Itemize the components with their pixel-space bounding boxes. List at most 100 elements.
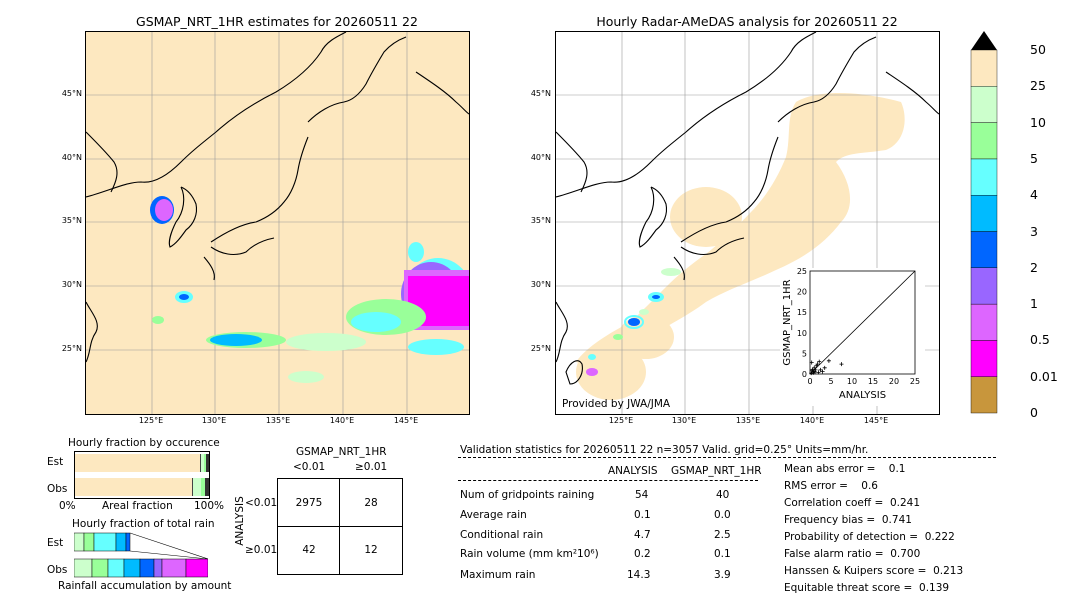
colorbar-swatch [970, 376, 998, 414]
validation-row-gsmap: 40 [716, 489, 730, 501]
scatter-ytick: 20 [797, 288, 807, 297]
right-map-title: Hourly Radar-AMeDAS analysis for 2026051… [596, 14, 898, 29]
colorbar-swatch [970, 122, 998, 160]
colorbar-label: 1 [1030, 296, 1038, 312]
scatter-ytick: 25 [797, 268, 807, 276]
colorbar-label: 10 [1030, 114, 1046, 130]
scatter-ytick: 5 [802, 349, 807, 358]
contingency-cell-c: 42 [302, 544, 316, 556]
score-corr: Correlation coeff = 0.241 [784, 497, 920, 509]
colorbar-swatch [970, 158, 998, 196]
scatter-ylabel: GSMAP_NRT_1HR [782, 279, 793, 365]
left-rain-areas [150, 196, 469, 383]
contingency-col-lt: <0.01 [293, 461, 326, 473]
contingency-col-ge: ≥0.01 [355, 461, 388, 473]
left-map [85, 31, 470, 415]
colorbar-label: 2 [1030, 259, 1038, 275]
scatter-point [811, 369, 816, 374]
colorbar-swatch [970, 49, 998, 87]
colorbar [970, 30, 998, 414]
colorbar-swatch [970, 231, 998, 268]
right-lon-135: 135°E [735, 416, 761, 425]
validation-row-analysis: 14.3 [627, 569, 651, 581]
right-lat-40: 40°N [530, 153, 551, 162]
validation-row-gsmap: 0.0 [714, 509, 731, 521]
colorbar-swatch [970, 194, 998, 232]
scatter-point [822, 365, 827, 370]
score-far: False alarm ratio = 0.700 [784, 548, 921, 560]
scatter-point [818, 367, 823, 372]
left-lat-40: 40°N [61, 153, 82, 162]
colorbar-label: 0.5 [1030, 332, 1050, 348]
scatter-xtick: 25 [910, 377, 920, 386]
radar-credit: Provided by JWA/JMA [562, 398, 671, 410]
scatter-point [817, 359, 822, 364]
colorbar-label: 4 [1030, 187, 1038, 203]
right-lat-25: 25°N [530, 344, 551, 353]
left-lat-25: 25°N [61, 344, 82, 353]
colorbar-swatch [970, 340, 998, 377]
scatter-point [839, 362, 844, 367]
contingency-cell-d: 12 [364, 544, 378, 556]
validation-row-gsmap: 3.9 [714, 569, 731, 581]
left-lon-135: 135°E [265, 416, 291, 425]
colorbar-swatch [970, 303, 998, 341]
validation-divider [458, 457, 996, 458]
scatter-xtick: 5 [828, 377, 833, 386]
scatter-xtick: 10 [847, 377, 857, 386]
validation-header: Validation statistics for 20260511 22 n=… [460, 444, 869, 456]
validation-col-analysis: ANALYSIS [608, 465, 658, 477]
score-rmse: RMS error = 0.6 [784, 480, 878, 492]
amount-row-est: Est [47, 537, 64, 549]
occurrence-title: Hourly fraction by occurence [68, 437, 220, 449]
amount-title: Hourly fraction of total rain [72, 518, 215, 530]
validation-row-analysis: 0.2 [634, 548, 651, 560]
scatter-point [809, 360, 814, 365]
contingency-header: GSMAP_NRT_1HR [296, 446, 387, 458]
occurrence-row-obs: Obs [47, 483, 68, 495]
scatter-plot: 00 5 5 10 10 15 15 20 20 25 25 ANALYSIS GSMAP_NRT_1H… [782, 267, 920, 401]
left-lon-145: 145°E [393, 416, 419, 425]
right-lon-145: 145°E [863, 416, 889, 425]
scatter-point [826, 358, 831, 363]
scatter-point [816, 370, 821, 375]
scatter-point [809, 371, 814, 376]
contingency-cell-a: 2975 [295, 497, 323, 509]
left-coastlines [86, 32, 469, 363]
left-map-title: GSMAP_NRT_1HR estimates for 20260511 22 [136, 14, 418, 29]
score-hk: Hanssen & Kuipers score = 0.213 [784, 565, 964, 577]
left-map-canvas [86, 32, 469, 414]
colorbar-label: 5 [1030, 150, 1038, 166]
occurrence-x-mid: Areal fraction [102, 500, 173, 512]
occurrence-row-est: Est [47, 456, 64, 468]
contingency-row-lt: <0.01 [245, 497, 278, 509]
left-lon-130: 130°E [201, 416, 227, 425]
validation-row-label: Num of gridpoints raining [460, 489, 595, 501]
colorbar-swatch [970, 267, 998, 305]
right-lat-35: 35°N [530, 216, 551, 225]
left-lat-35: 35°N [61, 216, 82, 225]
colorbar-label: 25 [1030, 78, 1046, 94]
right-map-canvas [556, 32, 939, 414]
contingency-cell-b: 28 [364, 497, 378, 509]
scatter-inset: 0 0 5 5 10 10 15 15 20 20 25 25 ANALYSIS GSMAP_NRT_1H… [780, 267, 925, 406]
validation-row-label: Rain volume (mm km²10⁶) [460, 548, 599, 560]
scatter-xtick: 20 [889, 377, 899, 386]
scatter-point [815, 362, 820, 367]
score-ets: Equitable threat score = 0.139 [784, 582, 950, 594]
right-lon-125: 125°E [608, 416, 634, 425]
validation-row-label: Conditional rain [460, 529, 544, 541]
colorbar-label: 0.01 [1030, 368, 1058, 384]
occurrence-bar-est [75, 454, 209, 472]
occurrence-bar-obs [75, 478, 209, 496]
left-lon-125: 125°E [138, 416, 164, 425]
validation-col-gsmap: GSMAP_NRT_1HR [671, 465, 762, 477]
validation-row-analysis: 54 [635, 489, 649, 501]
validation-row-analysis: 0.1 [634, 509, 651, 521]
right-lon-140: 140°E [799, 416, 825, 425]
colorbar-swatch [970, 86, 998, 123]
left-lon-140: 140°E [329, 416, 355, 425]
validation-subdivider [458, 480, 758, 481]
left-lat-30: 30°N [61, 280, 82, 289]
validation-row-label: Average rain [460, 509, 527, 521]
